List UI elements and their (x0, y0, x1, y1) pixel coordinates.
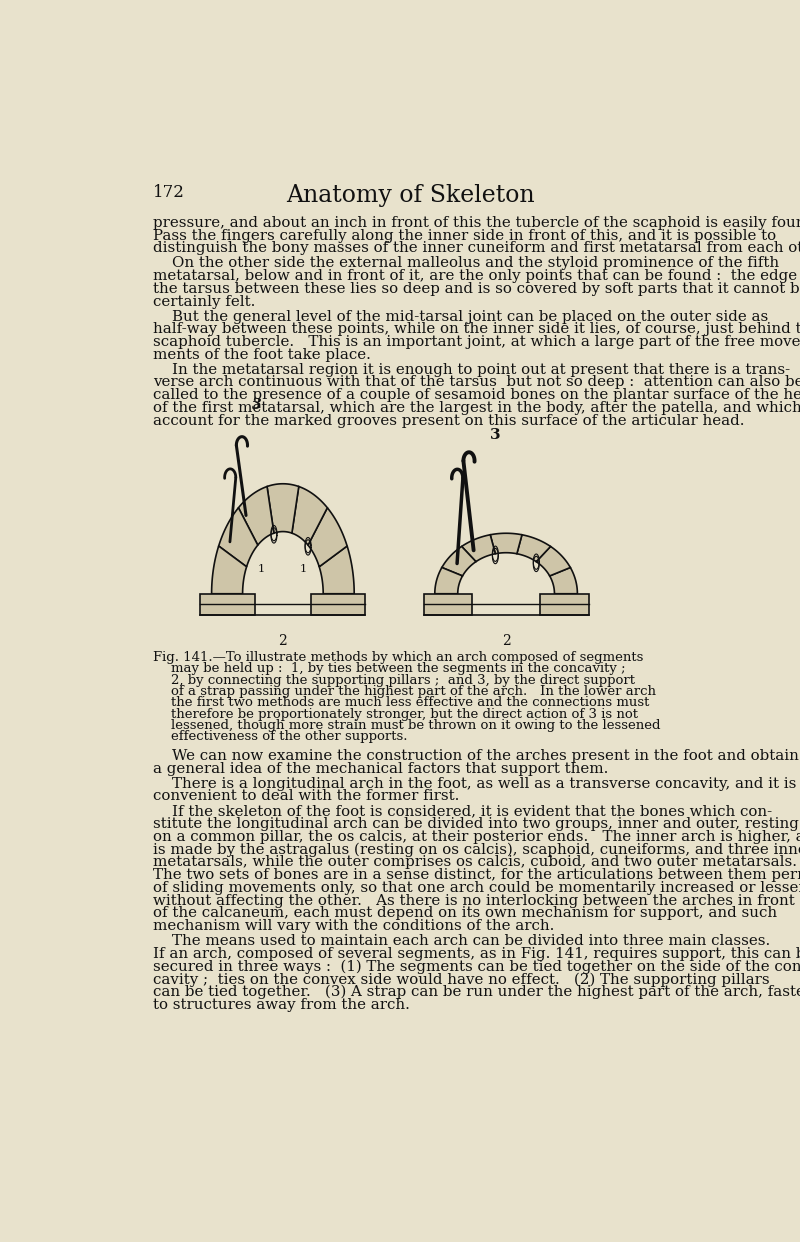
Polygon shape (536, 546, 570, 576)
Text: cavity ;  ties on the convex side would have no effect.   (2) The supporting pil: cavity ; ties on the convex side would h… (153, 972, 770, 986)
Text: can be tied together.   (3) A strap can be run under the highest part of the arc: can be tied together. (3) A strap can be… (153, 985, 800, 1000)
Polygon shape (211, 546, 246, 594)
Text: 1: 1 (258, 564, 265, 574)
Text: lessened, though more strain must be thrown on it owing to the lessened: lessened, though more strain must be thr… (171, 719, 661, 732)
Text: But the general level of the mid-tarsal joint can be placed on the outer side as: But the general level of the mid-tarsal … (153, 309, 768, 324)
Text: the tarsus between these lies so deep and is so covered by soft parts that it ca: the tarsus between these lies so deep an… (153, 282, 800, 296)
Text: pressure, and about an inch in front of this the tubercle of the scaphoid is eas: pressure, and about an inch in front of … (153, 216, 800, 230)
Text: therefore be proportionately stronger, but the direct action of 3 is not: therefore be proportionately stronger, b… (171, 708, 638, 720)
Polygon shape (311, 594, 366, 615)
Polygon shape (218, 508, 258, 566)
Polygon shape (424, 594, 472, 615)
Text: The means used to maintain each arch can be divided into three main classes.: The means used to maintain each arch can… (153, 934, 770, 948)
Polygon shape (540, 594, 589, 615)
Text: of the first metatarsal, which are the largest in the body, after the patella, a: of the first metatarsal, which are the l… (153, 401, 800, 415)
Text: 3: 3 (252, 397, 262, 412)
Polygon shape (490, 533, 522, 554)
Polygon shape (550, 568, 578, 594)
Text: verse arch continuous with that of the tarsus  but not so deep :  attention can : verse arch continuous with that of the t… (153, 375, 800, 390)
Text: 3: 3 (490, 428, 500, 442)
Polygon shape (462, 535, 495, 561)
Polygon shape (267, 484, 298, 533)
Text: Anatomy of Skeleton: Anatomy of Skeleton (286, 184, 534, 207)
Text: There is a longitudinal arch in the foot, as well as a transverse concavity, and: There is a longitudinal arch in the foot… (153, 776, 796, 791)
Text: If an arch, composed of several segments, as in Fig. 141, requires support, this: If an arch, composed of several segments… (153, 946, 800, 960)
Text: stitute the longitudinal arch can be divided into two groups, inner and outer, r: stitute the longitudinal arch can be div… (153, 817, 798, 831)
Text: half-way between these points, while on the inner side it lies, of course, just : half-way between these points, while on … (153, 323, 800, 337)
Text: metatarsal, below and in front of it, are the only points that can be found :  t: metatarsal, below and in front of it, ar… (153, 270, 800, 283)
Polygon shape (292, 487, 327, 545)
Text: certainly felt.: certainly felt. (153, 294, 255, 308)
Text: on a common pillar, the os calcis, at their posterior ends.   The inner arch is : on a common pillar, the os calcis, at th… (153, 830, 800, 843)
Text: the first two methods are much less effective and the connections must: the first two methods are much less effe… (171, 697, 650, 709)
Text: a general idea of the mechanical factors that support them.: a general idea of the mechanical factors… (153, 761, 608, 776)
Text: 1: 1 (300, 564, 307, 574)
Polygon shape (517, 535, 550, 561)
Text: without affecting the other.   As there is no interlocking between the arches in: without affecting the other. As there is… (153, 893, 794, 908)
Text: Fig. 141.—To illustrate methods by which an arch composed of segments: Fig. 141.—To illustrate methods by which… (153, 651, 643, 664)
Polygon shape (238, 487, 274, 545)
Text: account for the marked grooves present on this surface of the articular head.: account for the marked grooves present o… (153, 414, 744, 427)
Text: scaphoid tubercle.   This is an important joint, at which a large part of the fr: scaphoid tubercle. This is an important … (153, 335, 800, 349)
Polygon shape (442, 546, 476, 576)
Text: secured in three ways :  (1) The segments can be tied together on the side of th: secured in three ways : (1) The segments… (153, 959, 800, 974)
Text: mechanism will vary with the conditions of the arch.: mechanism will vary with the conditions … (153, 919, 554, 933)
Text: of a strap passing under the highest part of the arch.   In the lower arch: of a strap passing under the highest par… (171, 686, 656, 698)
Polygon shape (319, 546, 354, 594)
Text: convenient to deal with the former first.: convenient to deal with the former first… (153, 790, 459, 804)
Polygon shape (308, 508, 347, 566)
Text: called to the presence of a couple of sesamoid bones on the plantar surface of t: called to the presence of a couple of se… (153, 389, 800, 402)
Polygon shape (201, 594, 254, 615)
Text: of the calcaneum, each must depend on its own mechanism for support, and such: of the calcaneum, each must depend on it… (153, 907, 777, 920)
Text: ments of the foot take place.: ments of the foot take place. (153, 348, 370, 361)
Text: 2, by connecting the supporting pillars ;  and 3, by the direct support: 2, by connecting the supporting pillars … (171, 673, 635, 687)
Text: may be held up :  1, by ties between the segments in the concavity ;: may be held up : 1, by ties between the … (171, 662, 626, 676)
Text: The two sets of bones are in a sense distinct, for the articulations between the: The two sets of bones are in a sense dis… (153, 868, 800, 882)
Text: to structures away from the arch.: to structures away from the arch. (153, 997, 410, 1011)
Text: 2: 2 (278, 633, 287, 648)
Text: On the other side the external malleolus and the styloid prominence of the fifth: On the other side the external malleolus… (153, 256, 779, 271)
Text: In the metatarsal region it is enough to point out at present that there is a tr: In the metatarsal region it is enough to… (153, 363, 790, 376)
Text: We can now examine the construction of the arches present in the foot and obtain: We can now examine the construction of t… (153, 749, 798, 763)
Text: of sliding movements only, so that one arch could be momentarily increased or le: of sliding movements only, so that one a… (153, 881, 800, 894)
Text: Pass the fingers carefully along the inner side in front of this, and it is poss: Pass the fingers carefully along the inn… (153, 229, 776, 242)
Text: If the skeleton of the foot is considered, it is evident that the bones which co: If the skeleton of the foot is considere… (153, 805, 772, 818)
Text: 2: 2 (502, 633, 510, 648)
Text: effectiveness of the other supports.: effectiveness of the other supports. (171, 730, 408, 743)
Polygon shape (435, 568, 462, 594)
Text: metatarsals, while the outer comprises os calcis, cuboid, and two outer metatars: metatarsals, while the outer comprises o… (153, 856, 797, 869)
Text: is made by the astragalus (resting on os calcis), scaphoid, cuneiforms, and thre: is made by the astragalus (resting on os… (153, 842, 800, 857)
Text: distinguish the bony masses of the inner cuneiform and first metatarsal from eac: distinguish the bony masses of the inner… (153, 241, 800, 256)
Text: 172: 172 (153, 184, 185, 201)
